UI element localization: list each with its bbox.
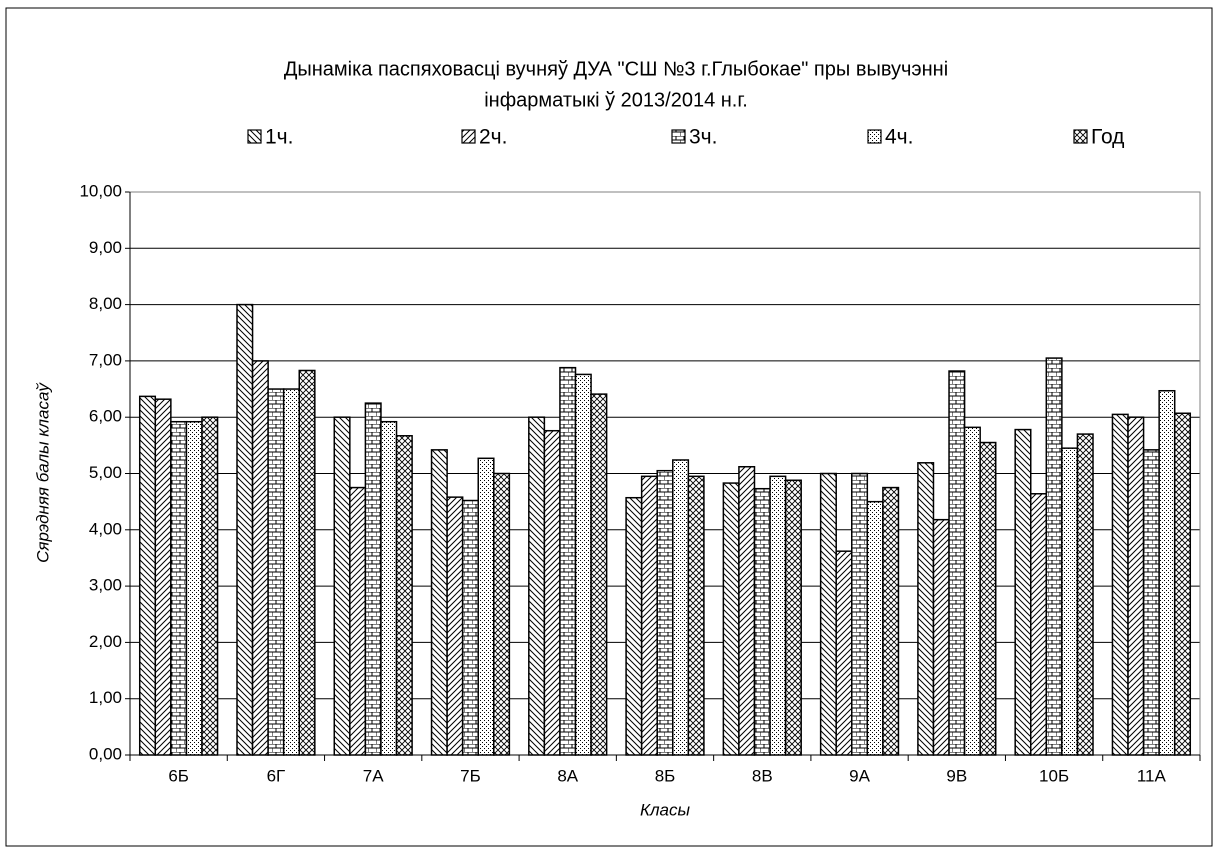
x-tick-label: 8В bbox=[752, 766, 773, 785]
bar bbox=[1076, 433, 1094, 756]
bar bbox=[154, 398, 172, 756]
bar bbox=[1142, 449, 1160, 756]
bar bbox=[656, 469, 674, 756]
bar bbox=[932, 518, 950, 756]
bar bbox=[477, 457, 495, 756]
bar bbox=[170, 420, 188, 756]
y-tick-label: 2,00 bbox=[89, 632, 122, 651]
x-tick-label: 8А bbox=[557, 766, 578, 785]
bar bbox=[769, 475, 787, 756]
bar bbox=[430, 449, 448, 756]
y-tick-label: 6,00 bbox=[89, 407, 122, 426]
bar bbox=[1014, 428, 1032, 756]
bar bbox=[395, 435, 413, 756]
y-tick-label: 0,00 bbox=[89, 744, 122, 763]
legend-text: 4ч. bbox=[885, 126, 913, 149]
y-tick-label: 8,00 bbox=[89, 294, 122, 313]
legend-swatch bbox=[1073, 129, 1088, 144]
y-tick-label: 3,00 bbox=[89, 576, 122, 595]
bar bbox=[722, 482, 740, 756]
x-tick-label: 6Б bbox=[168, 766, 189, 785]
x-tick-label: 7Б bbox=[460, 766, 481, 785]
bar bbox=[1045, 357, 1063, 756]
bar bbox=[138, 395, 157, 756]
bar bbox=[364, 402, 382, 756]
chart-title: Дынаміка паспяховасці вучняў ДУА "СШ №3 … bbox=[284, 58, 948, 80]
x-tick-label: 6Г bbox=[267, 766, 286, 785]
x-tick-label: 10Б bbox=[1039, 766, 1069, 785]
bar bbox=[1127, 416, 1145, 756]
bar bbox=[851, 472, 869, 756]
legend-swatch bbox=[247, 129, 262, 144]
bar bbox=[882, 486, 900, 756]
bar bbox=[543, 429, 561, 756]
bar bbox=[1158, 389, 1176, 756]
bar bbox=[201, 416, 219, 756]
chart-title: інфарматыкі ў 2013/2014 н.г. bbox=[484, 89, 748, 111]
bar bbox=[236, 303, 254, 756]
legend-text: 3ч. bbox=[689, 126, 717, 149]
bar bbox=[349, 486, 367, 756]
bar bbox=[574, 373, 592, 756]
bar bbox=[672, 459, 690, 756]
x-tick-label: 7А bbox=[363, 766, 384, 785]
bar bbox=[461, 499, 479, 756]
bar bbox=[963, 426, 981, 756]
legend-text: 1ч. bbox=[265, 126, 293, 149]
bar bbox=[185, 420, 203, 756]
bar bbox=[753, 487, 771, 756]
legend-text: Год bbox=[1091, 126, 1124, 149]
legend-text: 2ч. bbox=[479, 126, 507, 149]
bar bbox=[819, 472, 837, 756]
bar bbox=[917, 462, 935, 756]
bar bbox=[1029, 493, 1048, 756]
bar bbox=[446, 496, 464, 756]
legend-swatch bbox=[671, 129, 686, 144]
y-tick-label: 7,00 bbox=[89, 350, 122, 369]
bar bbox=[948, 370, 966, 756]
bar bbox=[1173, 412, 1192, 756]
bar bbox=[559, 366, 577, 756]
bar bbox=[528, 416, 546, 756]
y-tick-label: 5,00 bbox=[89, 463, 122, 482]
legend-swatch bbox=[867, 129, 882, 144]
bar bbox=[625, 496, 643, 756]
bar bbox=[380, 420, 398, 756]
y-axis-label: Сярэдняя балы класаў bbox=[33, 382, 52, 563]
bar bbox=[298, 369, 316, 756]
bar bbox=[267, 388, 285, 756]
x-tick-label: 9В bbox=[946, 766, 967, 785]
bar bbox=[333, 416, 351, 756]
y-tick-label: 4,00 bbox=[89, 519, 122, 538]
legend-swatch bbox=[461, 129, 476, 144]
y-tick-label: 10,00 bbox=[79, 181, 122, 200]
bar bbox=[493, 472, 511, 756]
x-tick-label: 8Б bbox=[655, 766, 676, 785]
bar bbox=[866, 500, 884, 756]
bar bbox=[1061, 447, 1079, 756]
x-tick-label: 9А bbox=[849, 766, 870, 785]
y-tick-label: 9,00 bbox=[89, 238, 122, 257]
bar bbox=[738, 465, 756, 756]
bar bbox=[251, 360, 269, 756]
bar bbox=[640, 475, 658, 756]
bar bbox=[1111, 413, 1129, 756]
bar bbox=[979, 441, 997, 756]
y-tick-label: 1,00 bbox=[89, 688, 122, 707]
bar bbox=[590, 393, 608, 756]
bar bbox=[687, 475, 705, 756]
x-tick-label: 11А bbox=[1137, 766, 1167, 785]
bar bbox=[282, 388, 301, 756]
bar bbox=[835, 550, 853, 756]
x-axis-label: Класы bbox=[640, 800, 691, 819]
bar bbox=[784, 479, 802, 756]
